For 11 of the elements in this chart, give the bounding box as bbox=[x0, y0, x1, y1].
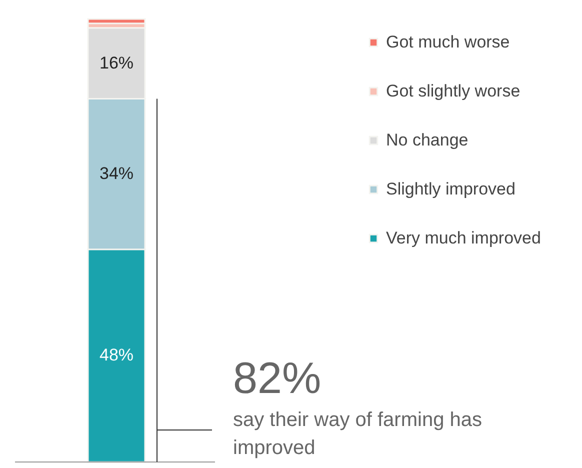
legend-label: Got slightly worse bbox=[386, 82, 520, 100]
data-label: 16% bbox=[99, 53, 134, 72]
legend-label: Slightly improved bbox=[386, 180, 516, 198]
legend-label: Very much improved bbox=[386, 228, 541, 248]
data-label: 34% bbox=[99, 164, 134, 184]
text: 82% bbox=[233, 354, 322, 403]
text: say their way of farming has improved bbox=[233, 409, 482, 459]
bar bbox=[87, 18, 146, 24]
legend-label: No change bbox=[386, 130, 468, 150]
legend-label: Got much worse bbox=[386, 32, 510, 52]
data-label: 48% bbox=[99, 346, 134, 365]
